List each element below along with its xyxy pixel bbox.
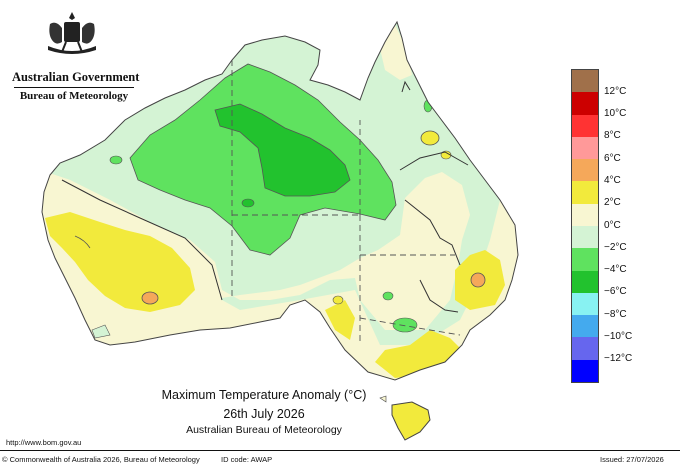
legend-swatch bbox=[572, 203, 598, 226]
state-borders bbox=[231, 60, 461, 345]
western-orange-spot bbox=[141, 291, 159, 305]
website-link[interactable]: http://www.bom.gov.au bbox=[6, 438, 82, 447]
legend-label: 10°C bbox=[604, 108, 627, 120]
issued-date: Issued: 27/07/2026 bbox=[600, 455, 664, 464]
legend-swatch bbox=[572, 337, 598, 360]
legend-swatch bbox=[572, 70, 598, 93]
legend-label: −4°C bbox=[604, 264, 627, 276]
legend-swatch bbox=[572, 315, 598, 338]
legend-swatch bbox=[572, 159, 598, 182]
bureau-name: Bureau of Meteorology bbox=[19, 90, 129, 102]
east-orange-spot bbox=[470, 272, 486, 288]
tasmania bbox=[391, 401, 431, 441]
legend-swatch bbox=[572, 248, 598, 271]
coat-of-arms-icon bbox=[48, 12, 96, 54]
legend-label: 0°C bbox=[604, 219, 621, 231]
legend-swatch bbox=[572, 92, 598, 115]
legend-swatch bbox=[572, 270, 598, 293]
map-title: Maximum Temperature Anomaly (°C) bbox=[161, 388, 367, 402]
legend-swatch bbox=[572, 225, 598, 249]
footer-divider bbox=[0, 450, 680, 451]
legend-label: 12°C bbox=[604, 85, 627, 97]
dark-green-core bbox=[214, 103, 351, 197]
legend-label: 8°C bbox=[604, 130, 621, 142]
legend-swatch bbox=[572, 359, 598, 382]
legend-swatch bbox=[572, 114, 598, 137]
legend-swatch bbox=[572, 136, 598, 160]
sa-yellow-zone bbox=[325, 300, 355, 340]
color-legend bbox=[571, 69, 599, 383]
western-yellow-zone bbox=[45, 212, 195, 312]
legend-label: −8°C bbox=[604, 308, 627, 320]
legend-label: −2°C bbox=[604, 241, 627, 253]
legend-swatch bbox=[572, 181, 598, 204]
map-date: 26th July 2026 bbox=[223, 407, 305, 421]
id-code: ID code: AWAP bbox=[221, 455, 273, 464]
copyright-text: © Commonwealth of Australia 2026, Bureau… bbox=[2, 455, 200, 464]
cream-zone bbox=[42, 170, 470, 330]
legend-label: −12°C bbox=[604, 353, 633, 365]
legend-label: 6°C bbox=[604, 152, 621, 164]
legend-swatch bbox=[572, 292, 598, 316]
government-name: Australian Government bbox=[12, 70, 140, 84]
legend-label: 2°C bbox=[604, 197, 621, 209]
qld-yellow-spot bbox=[420, 130, 440, 146]
map-source: Australian Bureau of Meteorology bbox=[186, 424, 342, 436]
legend-label: −6°C bbox=[604, 286, 627, 298]
legend-label: −10°C bbox=[604, 330, 633, 342]
legend-label: 4°C bbox=[604, 174, 621, 186]
logo-divider bbox=[14, 87, 134, 88]
